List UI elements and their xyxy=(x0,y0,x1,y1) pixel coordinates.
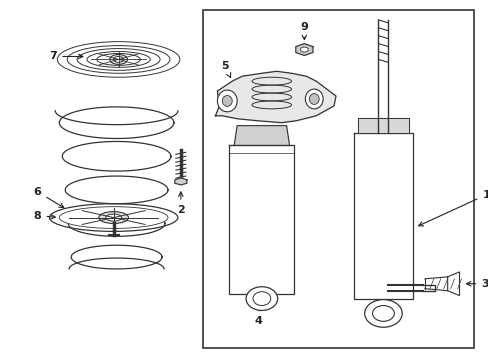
Ellipse shape xyxy=(105,214,122,221)
Text: 2: 2 xyxy=(177,192,184,215)
Text: 1: 1 xyxy=(418,190,488,226)
Text: 9: 9 xyxy=(300,22,307,40)
Text: 5: 5 xyxy=(221,61,230,77)
Text: 4: 4 xyxy=(254,303,263,327)
Polygon shape xyxy=(424,277,447,291)
Text: 8: 8 xyxy=(34,211,55,221)
Ellipse shape xyxy=(99,212,128,224)
Polygon shape xyxy=(422,285,434,291)
Ellipse shape xyxy=(245,287,277,310)
Ellipse shape xyxy=(59,207,168,229)
Ellipse shape xyxy=(217,90,237,112)
Polygon shape xyxy=(447,272,459,296)
Ellipse shape xyxy=(300,47,308,52)
Ellipse shape xyxy=(252,292,270,306)
Ellipse shape xyxy=(364,300,402,327)
Text: 6: 6 xyxy=(34,187,63,208)
Text: 3: 3 xyxy=(466,279,488,289)
Polygon shape xyxy=(175,178,186,185)
Polygon shape xyxy=(234,126,289,145)
Bar xyxy=(202,10,473,348)
Polygon shape xyxy=(353,132,412,298)
Polygon shape xyxy=(215,71,335,123)
Polygon shape xyxy=(378,20,387,132)
Ellipse shape xyxy=(372,306,393,321)
Text: 7: 7 xyxy=(49,51,83,62)
Ellipse shape xyxy=(222,95,232,106)
Polygon shape xyxy=(357,118,408,132)
Ellipse shape xyxy=(305,89,323,109)
Polygon shape xyxy=(229,145,294,294)
Ellipse shape xyxy=(309,94,319,104)
Ellipse shape xyxy=(109,54,127,64)
Polygon shape xyxy=(295,44,312,55)
Ellipse shape xyxy=(113,57,123,62)
